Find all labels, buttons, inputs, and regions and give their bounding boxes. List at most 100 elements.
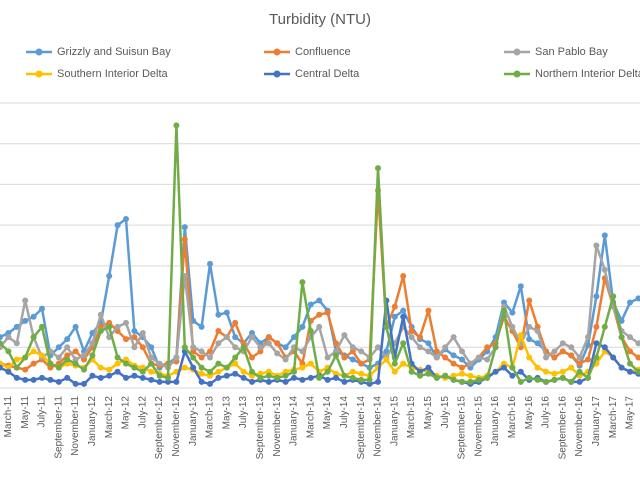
point [635, 368, 640, 375]
point [55, 344, 62, 351]
point [81, 380, 87, 387]
point [173, 378, 180, 385]
x-tick-label: March-17 [608, 396, 619, 439]
point [433, 374, 440, 381]
point [198, 364, 205, 371]
point [72, 380, 79, 387]
point [55, 364, 62, 371]
point [391, 368, 398, 375]
point [198, 323, 205, 330]
point [517, 368, 524, 375]
point [240, 368, 247, 375]
point [391, 313, 398, 320]
point [341, 354, 348, 361]
point [232, 354, 239, 361]
point [459, 364, 465, 371]
point [425, 340, 432, 347]
x-tick-label: January-17 [591, 396, 602, 446]
point [106, 366, 113, 373]
point [341, 378, 348, 385]
point [291, 334, 297, 341]
x-tick-label: January-16 [490, 396, 501, 446]
point [249, 378, 255, 385]
point [106, 372, 113, 379]
x-tick-label: January-15 [389, 396, 400, 446]
point [601, 266, 608, 273]
point [299, 364, 306, 371]
point [509, 364, 516, 371]
point [223, 309, 230, 316]
point [425, 307, 432, 314]
x-tick-label: May-11 [20, 396, 31, 429]
point [627, 360, 633, 367]
point [0, 340, 3, 347]
point [400, 273, 407, 280]
point [131, 334, 138, 341]
x-tick-label: January-12 [87, 396, 98, 446]
point [22, 354, 29, 361]
legend-marker [35, 48, 43, 56]
point [190, 364, 197, 371]
point [358, 370, 365, 377]
point [593, 293, 600, 300]
point [30, 348, 37, 355]
point [55, 378, 62, 385]
point [358, 376, 365, 383]
x-tick-label: May-13 [221, 396, 232, 430]
legend-label: Grizzly and Suisun Bay [57, 46, 171, 58]
legend-label: Northern Interior Delta [535, 68, 640, 80]
point [190, 354, 197, 361]
point [627, 368, 633, 375]
point [618, 364, 625, 371]
point [618, 334, 625, 341]
point [291, 368, 297, 375]
x-tick-label: May-14 [322, 396, 333, 430]
point [517, 283, 524, 290]
point [543, 378, 549, 385]
point [501, 307, 507, 314]
point [291, 374, 297, 381]
point [173, 122, 180, 129]
point [114, 354, 121, 361]
point [64, 336, 71, 343]
point [526, 336, 533, 343]
point [400, 307, 407, 314]
point [349, 356, 356, 363]
x-tick-label: November-16 [574, 396, 585, 457]
point [207, 380, 213, 387]
point [207, 368, 213, 375]
x-tick-label: July-11 [37, 396, 48, 428]
point [492, 344, 499, 351]
point [534, 364, 541, 371]
point [13, 323, 20, 330]
point [635, 354, 640, 361]
point [324, 376, 331, 383]
point [568, 364, 575, 371]
x-tick-label: July-16 [541, 396, 552, 429]
point [47, 360, 54, 367]
point [425, 364, 432, 371]
point [215, 368, 222, 375]
point [139, 368, 146, 375]
point [39, 374, 45, 381]
point [366, 376, 373, 383]
point [375, 165, 381, 172]
point [72, 323, 79, 330]
point [97, 374, 104, 381]
point [593, 323, 600, 330]
point [97, 311, 104, 318]
point [30, 376, 37, 383]
point [198, 370, 205, 377]
point [585, 334, 591, 341]
point [316, 297, 323, 304]
point [223, 364, 230, 371]
point [240, 374, 247, 381]
point [249, 354, 255, 361]
point [635, 295, 640, 302]
point [551, 348, 558, 355]
point [232, 319, 239, 326]
point [543, 354, 549, 361]
point [358, 348, 365, 355]
point [156, 372, 163, 379]
